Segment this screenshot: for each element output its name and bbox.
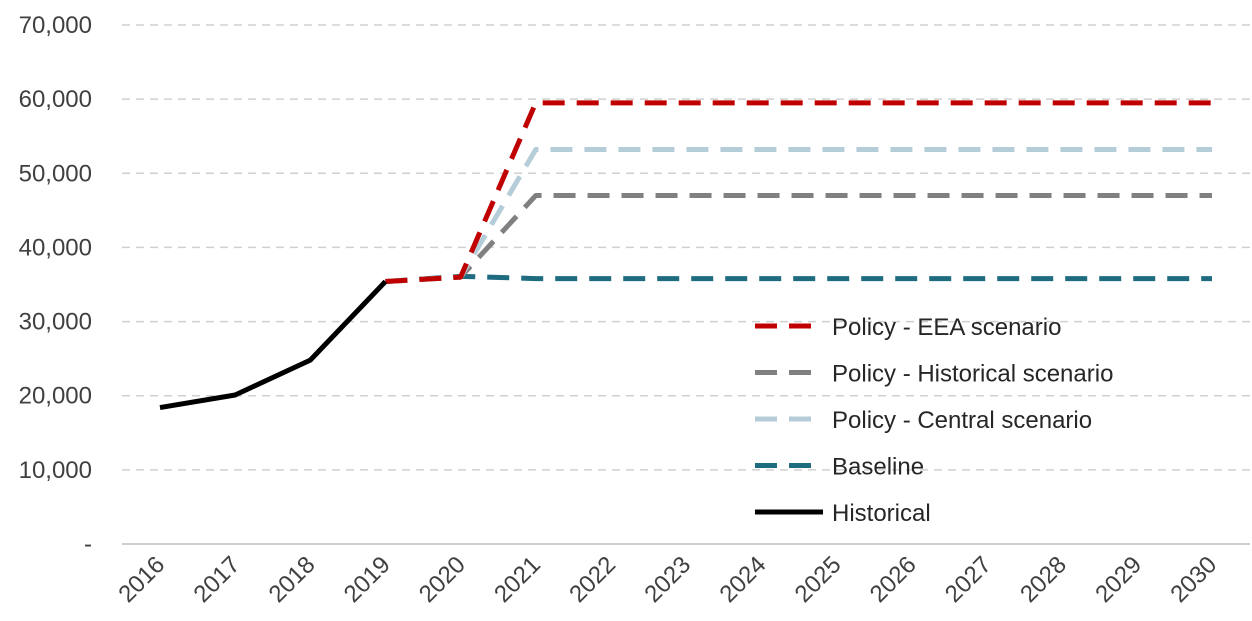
x-tick-label: 2017: [189, 551, 246, 608]
legend: Policy - EEA scenario Policy - Historical…: [755, 314, 1113, 527]
gridlines: [122, 24, 1250, 471]
x-tick-label: 2030: [1165, 551, 1222, 608]
legend-label: Historical: [832, 500, 931, 527]
series-line-baseline: [385, 273, 1212, 285]
legend-label: Baseline: [832, 454, 924, 481]
x-tick-label: 2028: [1015, 551, 1072, 608]
legend-label: Policy - Central scenario: [832, 407, 1092, 434]
series-line-policy-eea-scenario: [385, 100, 1212, 285]
y-tick-label: 10,000: [19, 457, 92, 484]
x-tick-label: 2026: [865, 551, 922, 608]
x-tick-label: 2027: [940, 551, 997, 608]
legend-label: Policy - EEA scenario: [832, 314, 1061, 341]
x-tick-label: 2020: [414, 551, 471, 608]
x-tick-label: 2025: [790, 551, 847, 608]
series-line-policy-central-scenario: [385, 147, 1212, 285]
x-tick-label: 2022: [564, 551, 621, 608]
x-tick-label: 2029: [1090, 551, 1147, 608]
y-axis-tick-labels: - 10,000 20,000 30,000 40,000 50,000 60,000 70,…: [19, 12, 92, 558]
x-tick-label: 2018: [264, 551, 321, 608]
x-axis-tick-labels: 2016 2017 2018 2019 2020 2021 2022 2023 2024 2025…: [113, 551, 1222, 608]
x-tick-label: 2021: [489, 551, 546, 608]
x-tick-label: 2023: [639, 551, 696, 608]
x-tick-label: 2019: [339, 551, 396, 608]
y-tick-label: 50,000: [19, 160, 92, 187]
y-tick-label: 60,000: [19, 86, 92, 113]
y-tick-label: 20,000: [19, 383, 92, 410]
y-tick-label: 70,000: [19, 12, 92, 39]
y-tick-label: 40,000: [19, 234, 92, 261]
series-line-policy-historical-scenario: [385, 193, 1212, 285]
x-tick-label: 2024: [715, 551, 772, 608]
x-tick-label: 2016: [113, 551, 170, 608]
y-tick-label: -: [84, 531, 92, 558]
series-lines: [159, 100, 1212, 411]
legend-label: Policy - Historical scenario: [832, 361, 1113, 388]
series-line-historical: [159, 279, 388, 411]
y-tick-label: 30,000: [19, 309, 92, 336]
